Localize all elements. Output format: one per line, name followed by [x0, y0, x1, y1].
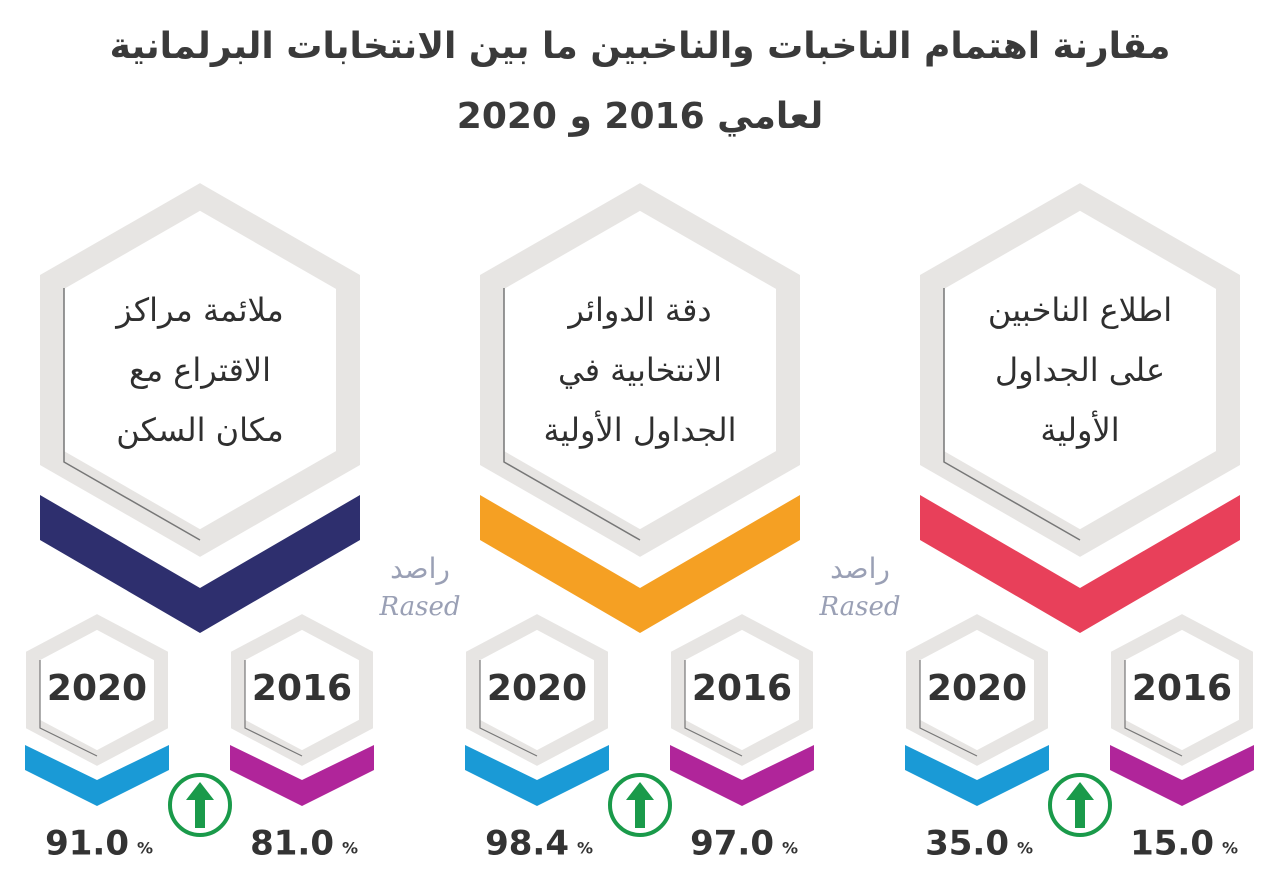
chevron — [40, 495, 360, 633]
small-hexagon — [466, 614, 608, 766]
small-hexagon — [906, 614, 1048, 766]
unit: % — [137, 839, 153, 858]
value: 97.0 — [690, 824, 774, 864]
value: 15.0 — [1130, 824, 1214, 864]
up-arrow — [626, 782, 654, 828]
panel-label: دقة الدوائر — [566, 291, 711, 329]
small-hexagon — [231, 614, 373, 766]
small-chevron — [230, 745, 374, 806]
watermark-latin: Rased — [378, 592, 460, 622]
small-chevron — [25, 745, 169, 806]
hexagon-shadow — [943, 288, 1081, 541]
small-hexagon-shadow — [244, 660, 303, 757]
hexagon-shadow — [503, 288, 641, 541]
watermark-arabic: راصد — [390, 552, 450, 585]
panel-label: على الجداول — [995, 351, 1165, 389]
chevron — [920, 495, 1240, 633]
small-hexagon-shadow — [919, 660, 978, 757]
unit: % — [577, 839, 593, 858]
up-arrow — [1066, 782, 1094, 828]
value: 91.0 — [45, 824, 129, 864]
hexagon — [920, 183, 1240, 557]
unit: % — [342, 839, 358, 858]
panel-label: الاقتراع مع — [129, 351, 271, 389]
year: 2016 — [1132, 668, 1232, 709]
small-hexagon-shadow — [684, 660, 743, 757]
title-line: مقارنة اهتمام الناخبات والناخبين ما بين … — [110, 26, 1171, 67]
unit: % — [1017, 839, 1033, 858]
panel-label: الانتخابية في — [558, 351, 722, 389]
panel-label: الجداول الأولية — [543, 410, 736, 449]
watermark-arabic: راصد — [830, 552, 890, 585]
hexagon-shadow — [63, 288, 201, 541]
small-hexagon-shadow — [1124, 660, 1183, 757]
unit: % — [782, 839, 798, 858]
small-chevron — [1110, 745, 1254, 806]
title-line: لعامي 2016 و 2020 — [457, 96, 823, 137]
value: 35.0 — [925, 824, 1009, 864]
small-hexagon — [671, 614, 813, 766]
value: 98.4 — [485, 824, 569, 864]
small-hexagon-shadow — [479, 660, 538, 757]
panel-label: ملائمة مراكز — [114, 291, 284, 329]
small-chevron — [670, 745, 814, 806]
year: 2016 — [252, 668, 352, 709]
small-hexagon-shadow — [39, 660, 98, 757]
small-hexagon — [1111, 614, 1253, 766]
unit: % — [1222, 839, 1238, 858]
year: 2016 — [692, 668, 792, 709]
small-hexagon — [26, 614, 168, 766]
chevron — [480, 495, 800, 633]
up-arrow — [186, 782, 214, 828]
year: 2020 — [927, 668, 1027, 709]
year: 2020 — [47, 668, 147, 709]
small-chevron — [905, 745, 1049, 806]
watermark-latin: Rased — [818, 592, 900, 622]
panel-label: الأولية — [1040, 410, 1119, 449]
value: 81.0 — [250, 824, 334, 864]
panel-label: اطلاع الناخبين — [988, 291, 1172, 329]
hexagon — [480, 183, 800, 557]
small-chevron — [465, 745, 609, 806]
panel-label: مكان السكن — [116, 411, 283, 449]
year: 2020 — [487, 668, 587, 709]
hexagon — [40, 183, 360, 557]
